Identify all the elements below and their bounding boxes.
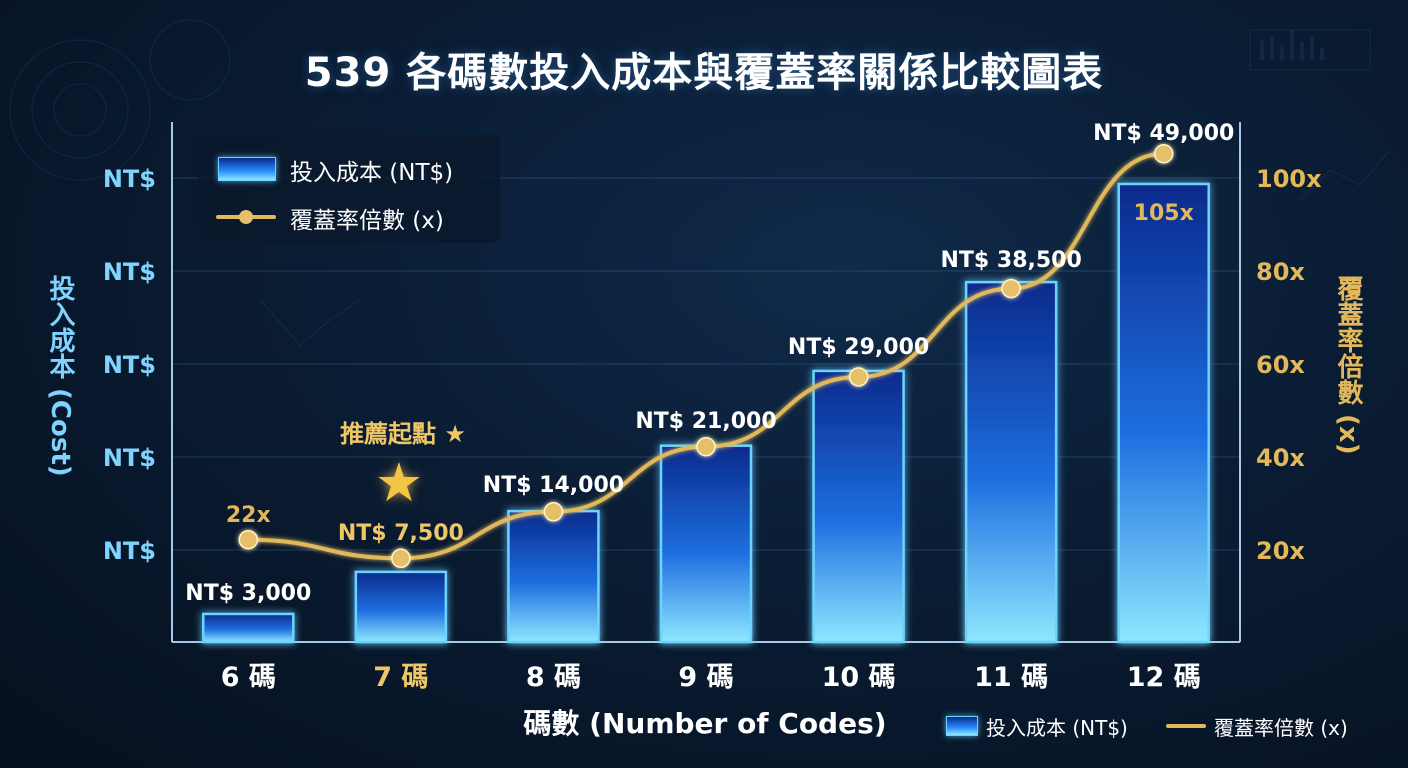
y-tick-label: NT$ xyxy=(103,258,156,286)
y-tick-label: NT$ xyxy=(103,537,156,565)
coverage-point xyxy=(848,367,869,387)
bar-value-label: NT$ 21,000 xyxy=(635,409,776,434)
y2-tick-label: 60x xyxy=(1256,351,1305,379)
recommend-start-label: 推薦起點 ★ xyxy=(340,420,466,448)
x-tick-label: 6 碼 xyxy=(221,662,276,693)
legend-cost-swatch xyxy=(218,157,276,181)
bar xyxy=(964,280,1058,644)
coverage-point xyxy=(238,529,259,550)
bar-value-label: NT$ 7,500 xyxy=(338,521,464,546)
x-axis-title: 碼數 (Number of Codes) xyxy=(523,707,887,740)
coverage-value-label: 105x xyxy=(1134,201,1194,226)
bottom-legend-cost-swatch xyxy=(946,716,978,736)
bar-value-label: NT$ 14,000 xyxy=(483,473,624,498)
bar xyxy=(354,570,448,644)
coverage-value-label: 22x xyxy=(226,503,271,528)
y-axis-title-left: 投入成本 (Cost) xyxy=(45,275,75,477)
bottom-legend-coverage-label: 覆蓋率倍數 (x) xyxy=(1214,716,1348,740)
bar-value-label: NT$ 3,000 xyxy=(185,581,311,606)
coverage-point xyxy=(696,436,716,457)
bar xyxy=(1117,182,1210,644)
x-tick-label: 9 碼 xyxy=(678,662,733,693)
y2-tick-label: 100x xyxy=(1256,165,1322,193)
bar-value-label: NT$ 49,000 xyxy=(1093,121,1234,146)
bottom-legend-cost-label: 投入成本 (NT$) xyxy=(986,716,1128,740)
y2-tick-label: 80x xyxy=(1256,258,1305,286)
y2-tick-label: 20x xyxy=(1256,537,1305,565)
bar-value-label: NT$ 38,500 xyxy=(941,248,1082,273)
x-tick-label: 7 碼 xyxy=(373,662,428,693)
bar xyxy=(812,369,905,644)
legend: 投入成本 (NT$) 覆蓋率倍數 (x) xyxy=(198,135,500,243)
x-tick-label: 10 碼 xyxy=(822,662,896,693)
y2-tick-label: 40x xyxy=(1256,444,1305,472)
bottom-legend-coverage-swatch xyxy=(1166,724,1206,728)
bar xyxy=(202,612,295,644)
y-tick-label: NT$ xyxy=(103,444,156,472)
bar-value-label: NT$ 29,000 xyxy=(788,335,929,360)
chart-title: 539 各碼數投入成本與覆蓋率關係比較圖表 xyxy=(304,50,1104,96)
y-axis-title-right: 覆蓋率倍數 (x) xyxy=(1333,275,1363,455)
x-tick-label: 8 碼 xyxy=(526,662,581,693)
bar xyxy=(659,444,753,644)
coverage-point xyxy=(1001,278,1021,299)
y-tick-label: NT$ xyxy=(103,165,156,193)
x-tick-label: 11 碼 xyxy=(974,662,1048,693)
coverage-point xyxy=(391,548,411,569)
coverage-point xyxy=(543,502,564,522)
y-tick-label: NT$ xyxy=(103,351,156,379)
legend-cost-label: 投入成本 (NT$) xyxy=(290,160,454,186)
legend-coverage-dot xyxy=(239,210,253,224)
bar xyxy=(507,509,600,644)
legend-coverage-swatch xyxy=(216,210,276,224)
recommend-star-icon: ★ xyxy=(374,451,424,514)
legend-coverage-label: 覆蓋率倍數 (x) xyxy=(290,208,444,234)
coverage-point xyxy=(1153,144,1174,164)
x-tick-label: 12 碼 xyxy=(1127,662,1201,693)
